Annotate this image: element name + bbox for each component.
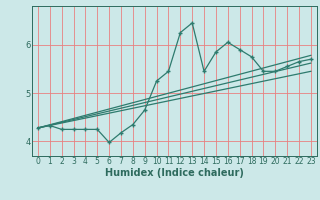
X-axis label: Humidex (Indice chaleur): Humidex (Indice chaleur) <box>105 168 244 178</box>
